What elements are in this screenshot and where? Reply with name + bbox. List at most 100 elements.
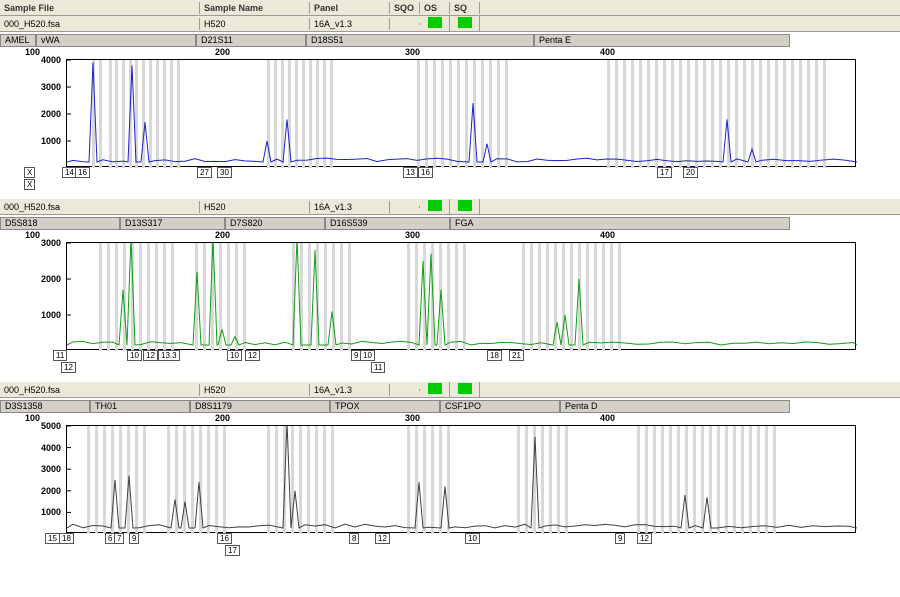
bin-region bbox=[199, 426, 202, 534]
column-header[interactable]: OS bbox=[420, 2, 450, 14]
bin-region bbox=[275, 426, 278, 534]
bin-region bbox=[191, 426, 194, 534]
bin-region bbox=[565, 426, 568, 534]
allele-call[interactable]: 18 bbox=[487, 350, 502, 361]
allele-call[interactable]: X bbox=[24, 179, 35, 190]
status-indicator-icon bbox=[458, 200, 472, 211]
allele-call[interactable]: 17 bbox=[657, 167, 672, 178]
electropherogram-chart[interactable]: 100020003000 bbox=[66, 242, 856, 350]
marker-label[interactable]: TPOX bbox=[330, 400, 440, 413]
bin-region bbox=[497, 60, 500, 168]
column-header[interactable]: SQ bbox=[450, 2, 480, 14]
allele-call[interactable]: 10 bbox=[227, 350, 242, 361]
electropherogram-chart[interactable]: 1000200030004000 bbox=[66, 59, 856, 167]
allele-call[interactable]: 16 bbox=[75, 167, 90, 178]
column-header[interactable]: Panel bbox=[310, 2, 390, 14]
allele-call[interactable]: 11 bbox=[371, 362, 385, 373]
marker-label[interactable]: D21S11 bbox=[196, 34, 306, 47]
electropherogram-chart[interactable]: 10002000300040005000 bbox=[66, 425, 856, 533]
allele-call-row: 1518679161781210912 bbox=[0, 533, 900, 557]
allele-call[interactable]: 10 bbox=[360, 350, 375, 361]
bin-region bbox=[557, 426, 560, 534]
allele-call[interactable]: 8 bbox=[349, 533, 359, 544]
allele-call[interactable]: 12 bbox=[245, 350, 260, 361]
allele-call[interactable]: 17 bbox=[225, 545, 240, 556]
allele-call[interactable]: 12 bbox=[375, 533, 390, 544]
sample-file-cell: 000_H520.fsa bbox=[0, 201, 200, 213]
allele-call[interactable]: 13.3 bbox=[158, 350, 180, 361]
bin-region bbox=[167, 426, 170, 534]
bin-region bbox=[227, 243, 230, 351]
bin-region bbox=[631, 60, 634, 168]
bin-region bbox=[99, 60, 102, 168]
allele-call[interactable]: 21 bbox=[509, 350, 524, 361]
allele-call[interactable]: 12 bbox=[637, 533, 652, 544]
allele-call[interactable]: 27 bbox=[197, 167, 212, 178]
marker-label[interactable]: D7S820 bbox=[225, 217, 325, 230]
allele-call[interactable]: 10 bbox=[127, 350, 142, 361]
allele-call[interactable]: 13 bbox=[403, 167, 418, 178]
bin-region bbox=[767, 60, 770, 168]
marker-label[interactable]: D3S1358 bbox=[0, 400, 90, 413]
x-axis-tick: 100 bbox=[25, 413, 40, 423]
panel-name-cell: 16A_v1.3 bbox=[310, 384, 390, 396]
bin-region bbox=[295, 60, 298, 168]
bin-region bbox=[669, 426, 672, 534]
marker-label[interactable]: Penta E bbox=[534, 34, 790, 47]
marker-label[interactable]: AMEL bbox=[0, 34, 36, 47]
allele-call[interactable]: X bbox=[24, 167, 35, 178]
allele-call[interactable]: 9 bbox=[615, 533, 625, 544]
allele-call[interactable]: 16 bbox=[217, 533, 232, 544]
bin-region bbox=[119, 426, 122, 534]
allele-call[interactable]: 12 bbox=[61, 362, 76, 373]
electropherogram-panel: 000_H520.fsaH52016A_v1.3 AMELvWAD21S11D18… bbox=[0, 16, 900, 191]
allele-call-row: 1112101213.31012910111821 bbox=[0, 350, 900, 374]
allele-call[interactable]: 15 bbox=[45, 533, 60, 544]
y-axis-tick: 2000 bbox=[41, 109, 61, 119]
marker-header-row: D3S1358TH01D8S1179TPOXCSF1POPenta D bbox=[0, 398, 900, 413]
marker-label[interactable]: D18S51 bbox=[306, 34, 534, 47]
bin-region bbox=[815, 60, 818, 168]
allele-call[interactable]: 18 bbox=[59, 533, 74, 544]
marker-label[interactable]: TH01 bbox=[90, 400, 190, 413]
marker-label[interactable]: D16S539 bbox=[325, 217, 450, 230]
allele-call[interactable]: 7 bbox=[114, 533, 124, 544]
column-header[interactable]: Sample File bbox=[0, 2, 200, 14]
allele-call[interactable]: 30 bbox=[217, 167, 232, 178]
bin-region bbox=[348, 243, 351, 351]
x-axis-tick: 100 bbox=[25, 230, 40, 240]
bin-region bbox=[177, 60, 180, 168]
bin-region bbox=[323, 426, 326, 534]
allele-call[interactable]: 9 bbox=[129, 533, 139, 544]
column-header[interactable]: SQO bbox=[390, 2, 420, 14]
bin-region bbox=[447, 243, 450, 351]
bin-region bbox=[163, 243, 166, 351]
allele-call[interactable]: 12 bbox=[143, 350, 158, 361]
marker-label[interactable]: D8S1179 bbox=[190, 400, 330, 413]
bin-region bbox=[717, 426, 720, 534]
sample-file-cell: 000_H520.fsa bbox=[0, 18, 200, 30]
bin-region bbox=[415, 243, 418, 351]
bin-region bbox=[505, 60, 508, 168]
allele-call[interactable]: 20 bbox=[683, 167, 698, 178]
marker-label[interactable]: FGA bbox=[450, 217, 790, 230]
bin-region bbox=[340, 243, 343, 351]
bin-region bbox=[741, 426, 744, 534]
bin-region bbox=[759, 60, 762, 168]
sample-meta-row: 000_H520.fsaH52016A_v1.3 bbox=[0, 16, 900, 32]
status-indicator-icon bbox=[428, 383, 442, 394]
allele-call[interactable]: 10 bbox=[465, 533, 480, 544]
marker-label[interactable]: vWA bbox=[36, 34, 196, 47]
marker-label[interactable]: Penta D bbox=[560, 400, 790, 413]
marker-label[interactable]: D5S818 bbox=[0, 217, 120, 230]
marker-label[interactable]: D13S317 bbox=[120, 217, 225, 230]
y-axis-tick: 4000 bbox=[41, 443, 61, 453]
y-axis-labels: 100020003000 bbox=[27, 243, 63, 349]
bin-region bbox=[425, 60, 428, 168]
column-header[interactable]: Sample Name bbox=[200, 2, 310, 14]
allele-call[interactable]: 16 bbox=[418, 167, 433, 178]
bin-region bbox=[525, 426, 528, 534]
allele-call[interactable]: 11 bbox=[53, 350, 67, 361]
bin-region bbox=[481, 60, 484, 168]
marker-label[interactable]: CSF1PO bbox=[440, 400, 560, 413]
